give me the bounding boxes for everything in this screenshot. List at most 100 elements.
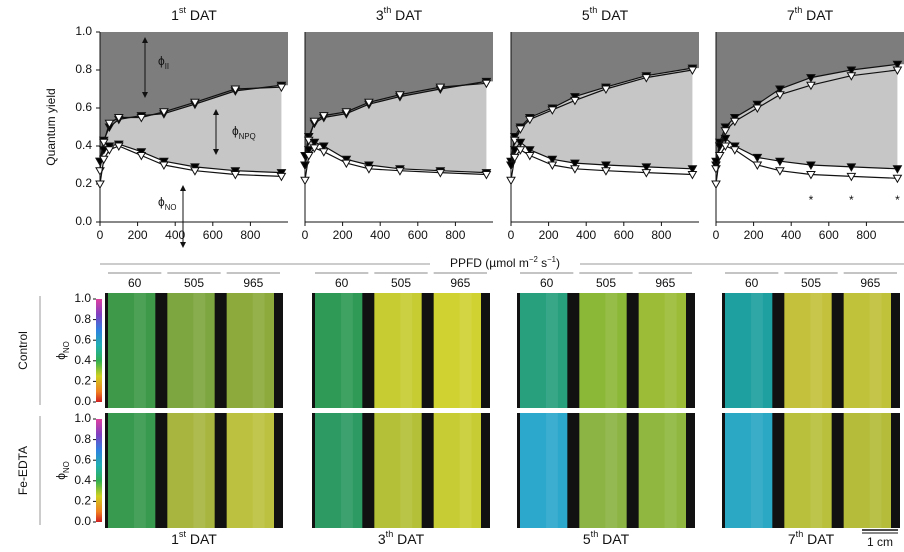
x-tick-label: 400 — [576, 228, 596, 242]
leaf-texture — [252, 293, 265, 408]
marker — [601, 85, 611, 95]
annotation: * — [895, 193, 900, 207]
colorbar-tick-label: 0.2 — [74, 374, 91, 388]
leaf-image — [579, 413, 627, 528]
leaf-texture — [134, 413, 146, 528]
marker — [775, 91, 785, 100]
panel-title-part: st — [179, 5, 187, 15]
region-middle — [100, 85, 282, 173]
marker — [729, 146, 740, 155]
leaf-image — [638, 293, 686, 408]
x-tick-label: 600 — [408, 228, 428, 242]
colorbar-tick-label: 0.4 — [74, 353, 91, 367]
leaf-image — [315, 293, 363, 408]
marker — [509, 153, 520, 163]
region-middle — [511, 68, 693, 169]
marker — [230, 171, 241, 180]
marker — [570, 165, 580, 174]
marker — [524, 146, 535, 155]
marker — [509, 146, 520, 155]
marker — [318, 142, 329, 152]
marker — [720, 127, 731, 136]
marker — [506, 176, 516, 186]
marker — [641, 74, 652, 83]
marker — [641, 169, 652, 178]
marker — [892, 60, 903, 70]
image-title: 5th DAT — [583, 529, 630, 546]
leaf-image — [784, 413, 832, 528]
column-label: 965 — [450, 276, 470, 290]
marker — [846, 66, 857, 76]
leaf-texture — [810, 293, 823, 408]
panel-title-part: th — [795, 5, 803, 15]
y-tick-label: 0.2 — [75, 176, 92, 190]
image-title: 1st DAT — [171, 529, 217, 546]
marker — [892, 66, 903, 76]
marker — [752, 104, 763, 114]
scale-bar-label: 1 cm — [867, 535, 893, 549]
annotation-part: NO — [165, 203, 177, 212]
marker — [159, 161, 169, 171]
column-label: 965 — [655, 276, 675, 290]
leaf-texture — [459, 413, 472, 528]
colorbar-tick-label: 0.8 — [74, 432, 91, 446]
panel-title: 5th DAT — [582, 5, 629, 22]
marker — [711, 157, 721, 167]
region-middle — [716, 64, 898, 169]
marker — [547, 155, 558, 165]
marker — [720, 134, 731, 144]
marker — [752, 161, 763, 171]
marker — [752, 153, 763, 163]
colorbar — [96, 419, 102, 522]
marker — [711, 180, 721, 190]
leaf-image — [167, 413, 215, 528]
marker — [136, 114, 147, 123]
marker — [276, 83, 287, 93]
marker — [113, 142, 124, 152]
leaf-texture — [459, 293, 472, 408]
leaf-image — [226, 293, 274, 408]
colorbar — [96, 299, 102, 402]
column-label: 60 — [540, 276, 554, 290]
panel-title: 1st DAT — [171, 5, 217, 22]
leaf-image — [108, 413, 156, 528]
marker — [570, 159, 580, 169]
marker — [98, 146, 109, 155]
annotation-part: ϕ — [232, 124, 239, 138]
marker — [687, 66, 698, 76]
x-tick-label: 0 — [508, 228, 515, 242]
leaf-image — [843, 413, 891, 528]
row-label: Control — [16, 331, 30, 370]
marker — [892, 165, 903, 174]
image-title-part: 5 — [583, 531, 591, 547]
x-tick-label: 400 — [370, 228, 390, 242]
marker — [641, 163, 652, 172]
image-title-part: th — [796, 529, 804, 539]
image-title-part: 1 — [171, 531, 179, 547]
y-tick-label: 1.0 — [75, 24, 92, 38]
leaf-image — [725, 293, 773, 408]
marker — [309, 117, 320, 127]
leaf-image — [579, 293, 627, 408]
row-ylabel-part: NO — [62, 341, 71, 353]
leaf-texture — [193, 293, 206, 408]
panel-title-part: DAT — [802, 7, 833, 23]
marker — [303, 146, 314, 155]
annotation: ϕNO — [158, 195, 176, 211]
marker — [113, 114, 124, 123]
marker — [309, 144, 320, 153]
y-tick-label: 0.0 — [75, 214, 92, 228]
row-ylabel-part: ϕ — [54, 353, 68, 360]
leaf-texture — [869, 293, 882, 408]
marker — [318, 112, 329, 121]
image-title-part: th — [591, 529, 599, 539]
marker — [481, 171, 492, 180]
leaf-image — [520, 293, 568, 408]
image-title-part: 3 — [378, 531, 386, 547]
marker — [714, 152, 725, 161]
marker — [806, 171, 816, 180]
marker — [104, 146, 115, 155]
annotation: ϕNPQ — [232, 124, 256, 140]
leaf-image — [520, 413, 568, 528]
colorbar-tick-label: 0.6 — [74, 332, 91, 346]
